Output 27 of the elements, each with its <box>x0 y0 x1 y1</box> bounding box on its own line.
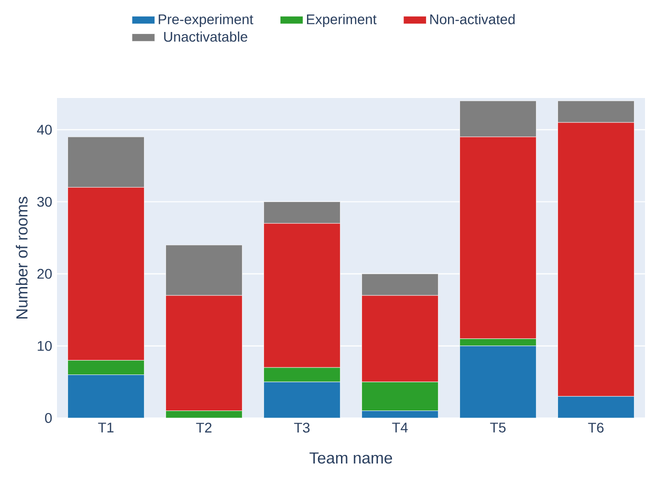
x-axis-title: Team name <box>310 452 392 464</box>
bar <box>362 410 438 418</box>
legend-label: Unactivatable <box>164 31 248 42</box>
bar <box>362 382 438 411</box>
bar <box>68 374 144 418</box>
x-tick-label: T1 <box>98 422 114 432</box>
x-tick-label: T5 <box>490 422 506 432</box>
x-tick-label: T3 <box>294 422 310 433</box>
bar <box>264 382 340 418</box>
legend-label: Experiment <box>307 14 377 28</box>
bar <box>460 346 536 418</box>
y-tick-label: 0 <box>45 413 52 423</box>
legend-label: Pre-experiment <box>158 14 254 28</box>
y-tick-label: 30 <box>37 196 52 207</box>
legend-label: Non-activated <box>430 14 515 24</box>
bar <box>264 367 340 382</box>
bar <box>68 360 144 375</box>
y-tick-label: 40 <box>37 124 52 135</box>
bar <box>558 396 634 418</box>
bar <box>460 338 536 346</box>
y-axis-title: Number of rooms <box>16 196 28 318</box>
bar <box>166 410 242 418</box>
x-tick-label: T4 <box>392 422 408 432</box>
x-tick-label: T6 <box>588 422 604 433</box>
x-tick-label: T2 <box>196 422 212 432</box>
y-tick-label: 20 <box>37 268 52 279</box>
y-tick-label: 10 <box>38 340 52 351</box>
